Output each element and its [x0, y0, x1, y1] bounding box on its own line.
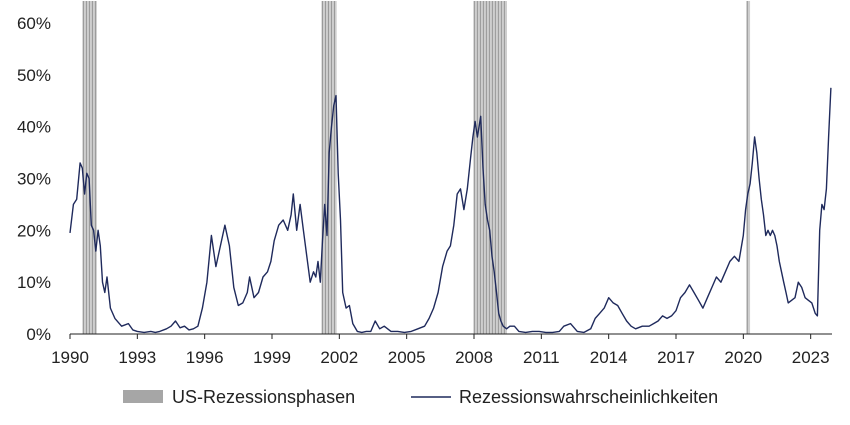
- x-tick-label: 2023: [792, 348, 830, 367]
- x-tick-label: 2008: [455, 348, 493, 367]
- x-tick-label: 1999: [253, 348, 291, 367]
- x-axis-ticks: 1990 1993 1996 1999 2002 2005 2008 2011 2014 2017…: [51, 334, 830, 367]
- y-tick-label: 30%: [17, 170, 51, 189]
- y-tick-label: 40%: [17, 118, 51, 137]
- x-tick-label: 1996: [186, 348, 224, 367]
- x-tick-label: 1993: [118, 348, 156, 367]
- legend: US-Rezessionsphasen Rezessionswahrschein…: [123, 387, 718, 407]
- y-tick-label: 20%: [17, 221, 51, 240]
- y-tick-label: 50%: [17, 66, 51, 85]
- recession-band: [82, 1, 97, 334]
- x-tick-label: 2014: [590, 348, 628, 367]
- y-tick-label: 0%: [26, 325, 51, 344]
- x-tick-label: 2002: [320, 348, 358, 367]
- recession-bands: [82, 1, 751, 334]
- series-line: [69, 87, 832, 334]
- series-lines: [69, 87, 832, 334]
- legend-swatch-recessions: [123, 390, 163, 403]
- x-tick-label: 2011: [523, 348, 560, 367]
- x-tick-label: 2017: [657, 348, 695, 367]
- y-tick-label: 10%: [17, 273, 51, 292]
- y-axis-ticks: 0% 10% 20% 30% 40% 50% 60%: [17, 14, 51, 344]
- recession-band: [473, 1, 507, 334]
- y-tick-label: 60%: [17, 14, 51, 33]
- legend-item-probability: Rezessionswahrscheinlichkeiten: [411, 387, 718, 407]
- x-tick-label: 2005: [388, 348, 426, 367]
- x-tick-label: 1990: [51, 348, 89, 367]
- legend-label-probability: Rezessionswahrscheinlichkeiten: [459, 387, 718, 407]
- x-tick-label: 2020: [724, 348, 762, 367]
- recession-band: [746, 1, 751, 334]
- legend-label-recessions: US-Rezessionsphasen: [172, 387, 355, 407]
- legend-item-recessions: US-Rezessionsphasen: [123, 387, 355, 407]
